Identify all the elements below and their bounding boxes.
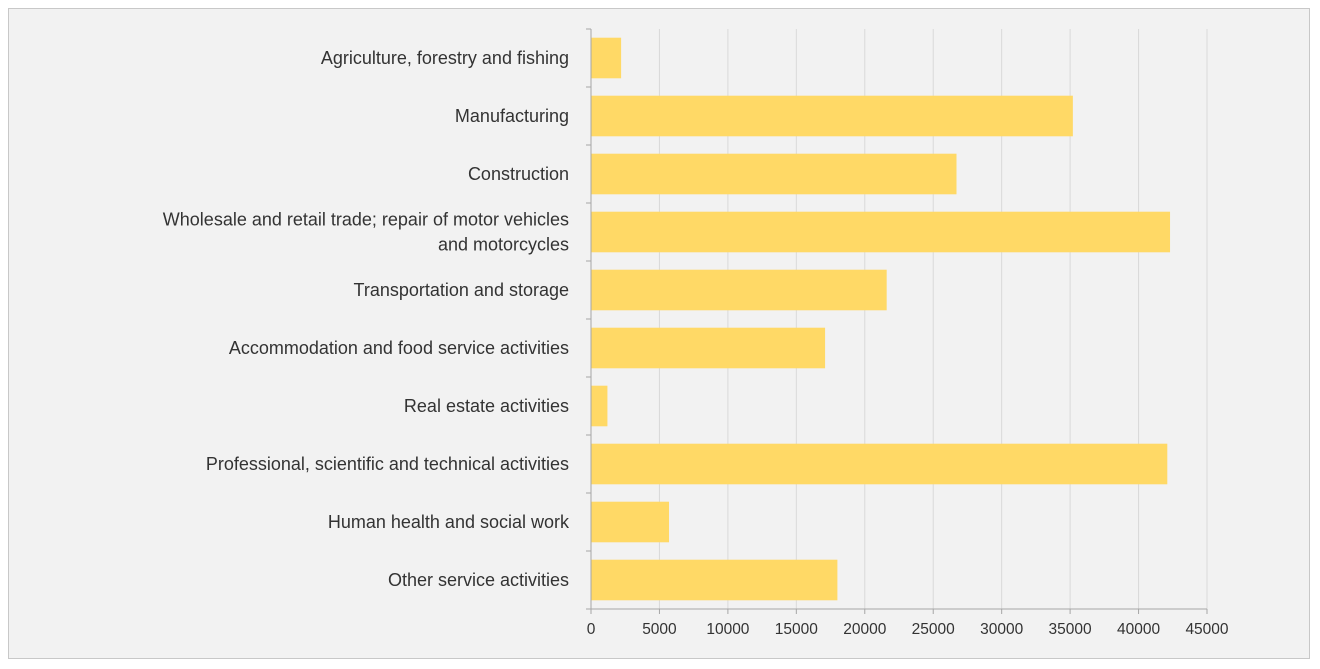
category-label-8: Human health and social work — [328, 512, 570, 532]
bar-8 — [591, 502, 669, 543]
bar-5 — [591, 328, 825, 369]
x-tick-label-9: 45000 — [1185, 621, 1228, 638]
category-label-line: Wholesale and retail trade; repair of mo… — [163, 210, 569, 230]
category-label-9: Other service activities — [388, 570, 569, 590]
category-label-line: Construction — [468, 164, 569, 184]
category-label-0: Agriculture, forestry and fishing — [321, 48, 569, 68]
bar-6 — [591, 386, 607, 427]
category-label-2: Construction — [468, 164, 569, 184]
category-label-line: Transportation and storage — [354, 280, 569, 300]
bar-7 — [591, 444, 1167, 485]
x-tick-label-2: 10000 — [706, 621, 749, 638]
x-tick-label-5: 25000 — [912, 621, 955, 638]
category-label-line: Real estate activities — [404, 396, 569, 416]
bar-9 — [591, 560, 837, 601]
category-label-1: Manufacturing — [455, 106, 569, 126]
x-tick-label-4: 20000 — [843, 621, 886, 638]
bar-2 — [591, 154, 956, 195]
category-label-3: Wholesale and retail trade; repair of mo… — [163, 210, 569, 255]
x-tick-label-0: 0 — [587, 621, 596, 638]
category-label-line: Professional, scientific and technical a… — [206, 454, 569, 474]
bar-chart: 0 5000 10000 15000 20000 25000 30000 35000 40000… — [9, 9, 1311, 660]
bar-1 — [591, 96, 1073, 137]
category-label-line: Other service activities — [388, 570, 569, 590]
x-tick-label-6: 30000 — [980, 621, 1023, 638]
category-label-line: and motorcycles — [438, 235, 569, 255]
chart-area: 0 5000 10000 15000 20000 25000 30000 35000 40000… — [8, 8, 1310, 659]
category-label-line: Agriculture, forestry and fishing — [321, 48, 569, 68]
bar-3 — [591, 212, 1170, 253]
x-tick-label-1: 5000 — [642, 621, 677, 638]
bar-4 — [591, 270, 887, 311]
x-tick-label-7: 35000 — [1049, 621, 1092, 638]
category-label-6: Real estate activities — [404, 396, 569, 416]
category-label-7: Professional, scientific and technical a… — [206, 454, 569, 474]
category-label-line: Human health and social work — [328, 512, 570, 532]
category-label-4: Transportation and storage — [354, 280, 569, 300]
category-label-line: Accommodation and food service activitie… — [229, 338, 569, 358]
x-tick-label-8: 40000 — [1117, 621, 1160, 638]
x-tick-label-3: 15000 — [775, 621, 818, 638]
category-label-line: Manufacturing — [455, 106, 569, 126]
category-label-5: Accommodation and food service activitie… — [229, 338, 569, 358]
bar-0 — [591, 38, 621, 79]
